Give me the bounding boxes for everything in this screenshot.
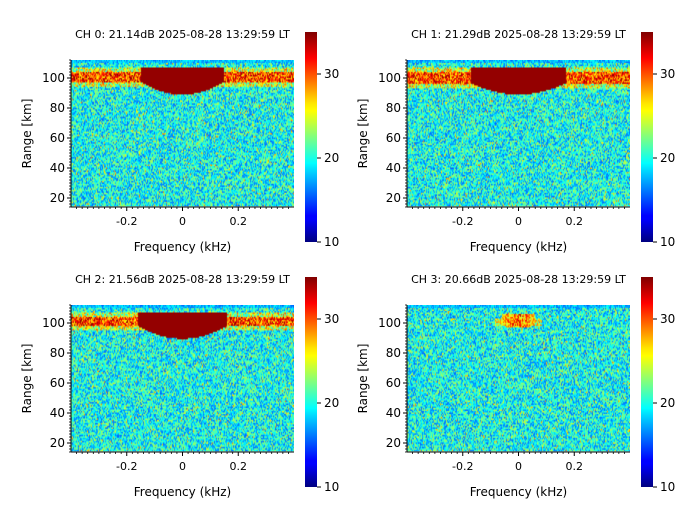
y-tick-label: 40 [386, 161, 401, 175]
colorbar-tick-label: 10 [660, 480, 675, 494]
colorbar [641, 32, 653, 242]
x-tick-label: -0.2 [452, 215, 473, 228]
panel-ch0: CH 0: 21.14dB 2025-08-28 13:29:59 LT 20 40… [20, 28, 339, 254]
colorbar-tick-label: 10 [324, 480, 339, 494]
y-tick-label: 60 [50, 376, 65, 390]
colorbar-tick-label: 20 [324, 396, 339, 410]
x-tick-label: 0 [179, 460, 186, 473]
colorbar [305, 277, 317, 487]
y-tick-label: 100 [378, 71, 401, 85]
y-tick-label: 60 [386, 131, 401, 145]
y-tick-label: 100 [378, 316, 401, 330]
y-tick-label: 80 [386, 101, 401, 115]
panel-title: CH 3: 20.66dB 2025-08-28 13:29:59 LT [411, 273, 626, 286]
colorbar-tick-label: 30 [660, 312, 675, 326]
panel-ch1: CH 1: 21.29dB 2025-08-28 13:29:59 LT 20 40… [356, 28, 675, 254]
x-tick-label: 0 [515, 460, 522, 473]
x-tick-label: -0.2 [116, 215, 137, 228]
colorbar-tick-label: 30 [324, 312, 339, 326]
panel-title: CH 0: 21.14dB 2025-08-28 13:29:59 LT [75, 28, 290, 41]
colorbar-tick-label: 10 [660, 235, 675, 249]
colorbar-tick-label: 20 [660, 396, 675, 410]
y-tick-label: 80 [386, 346, 401, 360]
x-axis-label: Frequency (kHz) [134, 485, 231, 499]
heatmap-image [71, 305, 294, 452]
y-tick-label: 20 [50, 436, 65, 450]
y-tick-label: 80 [50, 346, 65, 360]
colorbar [305, 32, 317, 242]
y-axis-label: Range [km] [356, 344, 370, 414]
panel-title: CH 1: 21.29dB 2025-08-28 13:29:59 LT [411, 28, 626, 41]
y-axis-label: Range [km] [356, 99, 370, 169]
y-tick-label: 40 [50, 406, 65, 420]
x-axis-label: Frequency (kHz) [134, 240, 231, 254]
y-tick-label: 40 [386, 406, 401, 420]
x-axis-label: Frequency (kHz) [470, 485, 567, 499]
colorbar-tick-label: 30 [660, 67, 675, 81]
x-tick-label: 0.2 [230, 215, 248, 228]
colorbar-tick-label: 10 [324, 235, 339, 249]
y-tick-label: 40 [50, 161, 65, 175]
colorbar-tick-label: 30 [324, 67, 339, 81]
colorbar-tick-label: 20 [660, 151, 675, 165]
heatmap-image [407, 60, 630, 207]
panel-title: CH 2: 21.56dB 2025-08-28 13:29:59 LT [75, 273, 290, 286]
y-tick-label: 100 [42, 316, 65, 330]
x-axis-label: Frequency (kHz) [470, 240, 567, 254]
y-tick-label: 20 [386, 191, 401, 205]
x-tick-label: 0.2 [230, 460, 248, 473]
colorbar [641, 277, 653, 487]
panel-ch2: CH 2: 21.56dB 2025-08-28 13:29:59 LT 20 40… [20, 273, 339, 499]
x-tick-label: -0.2 [116, 460, 137, 473]
y-tick-label: 80 [50, 101, 65, 115]
y-tick-label: 60 [386, 376, 401, 390]
y-axis-label: Range [km] [20, 344, 34, 414]
y-tick-label: 20 [386, 436, 401, 450]
y-tick-label: 100 [42, 71, 65, 85]
y-tick-label: 20 [50, 191, 65, 205]
panel-ch3: CH 3: 20.66dB 2025-08-28 13:29:59 LT 20 40… [356, 273, 675, 499]
y-axis-label: Range [km] [20, 99, 34, 169]
x-tick-label: 0 [515, 215, 522, 228]
y-tick-label: 60 [50, 131, 65, 145]
x-tick-label: -0.2 [452, 460, 473, 473]
heatmap-image [407, 305, 630, 452]
x-tick-label: 0 [179, 215, 186, 228]
colorbar-tick-label: 20 [324, 151, 339, 165]
x-tick-label: 0.2 [566, 460, 584, 473]
heatmap-image [71, 60, 294, 207]
x-tick-label: 0.2 [566, 215, 584, 228]
